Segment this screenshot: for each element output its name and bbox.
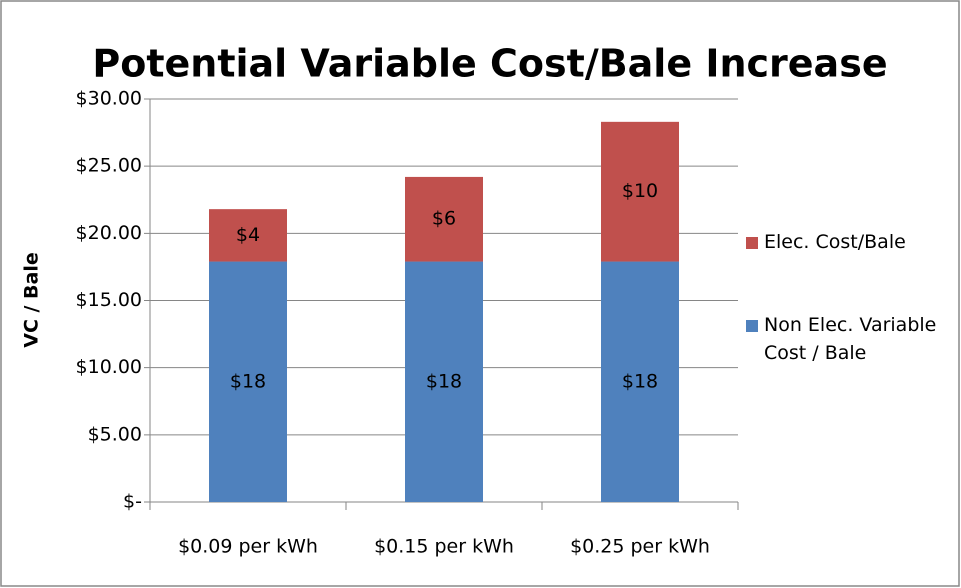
y-tick-label: $10.00 — [76, 356, 142, 378]
legend-entry: Elec. Cost/Bale — [764, 231, 906, 253]
bar-segment — [601, 261, 679, 502]
y-tick-label: $15.00 — [76, 289, 142, 311]
y-tick-label: $30.00 — [76, 88, 142, 110]
data-label: $6 — [432, 208, 456, 230]
data-label: $18 — [426, 370, 462, 392]
y-tick-label: $- — [123, 491, 142, 513]
y-axis-label: VC / Bale — [21, 252, 43, 348]
bar-segment — [209, 261, 287, 502]
legend-swatch — [746, 320, 758, 332]
data-label: $4 — [236, 224, 260, 246]
legend-label: Elec. Cost/Bale — [764, 231, 906, 253]
y-tick-label: $20.00 — [76, 222, 142, 244]
data-label: $18 — [622, 370, 658, 392]
data-label: $18 — [230, 370, 266, 392]
bar-segment — [601, 121, 679, 262]
y-tick-label: $25.00 — [76, 155, 142, 177]
x-tick-label: $0.25 per kWh — [570, 536, 710, 558]
legend-label: Non Elec. Variable Cost / Bale — [764, 314, 937, 364]
bar-segment — [209, 209, 287, 262]
x-tick-label: $0.15 per kWh — [374, 536, 514, 558]
bar-segment — [405, 176, 483, 262]
x-tick-label: $0.09 per kWh — [178, 536, 318, 558]
data-label: $10 — [622, 180, 658, 202]
chart-title: Potential Variable Cost/Bale Increase — [92, 42, 887, 86]
bar-segment — [405, 261, 483, 502]
y-tick-label: $5.00 — [88, 423, 142, 445]
legend-swatch — [746, 237, 758, 249]
legend-entry: Non Elec. Variable Cost / Bale — [764, 314, 937, 364]
